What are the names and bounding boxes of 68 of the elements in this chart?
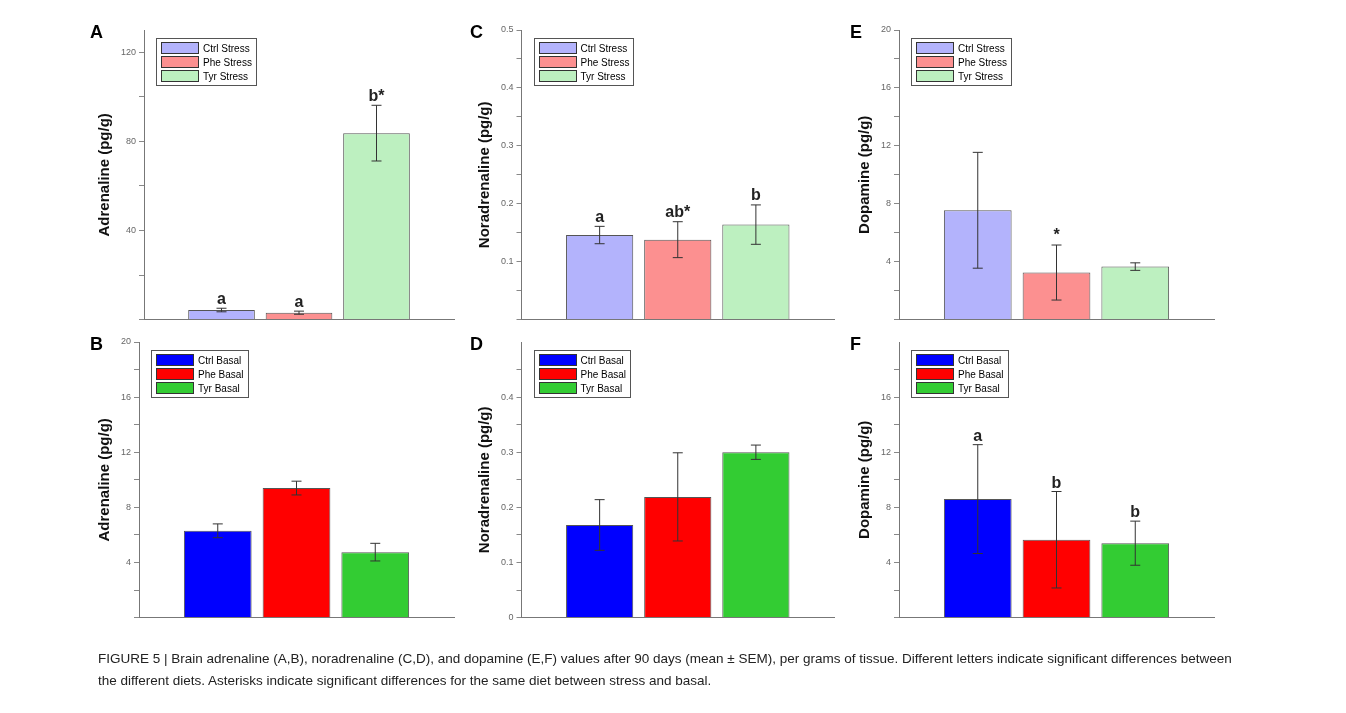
legend-label: Tyr Stress (580, 70, 626, 82)
y-tick-label: 4 (886, 256, 892, 267)
y-tick-label: 16 (881, 82, 892, 93)
y-tick-label: 0.1 (501, 556, 514, 567)
chart-title: D (470, 334, 483, 355)
legend-label: Ctrl Stress (580, 42, 628, 54)
legend-label: Ctrl Basal (198, 354, 242, 366)
annotation: a (217, 289, 227, 307)
annotation: ab* (665, 203, 691, 221)
chart-title: C (470, 22, 483, 43)
y-tick-label: 80 (126, 135, 137, 146)
y-tick-label: 16 (121, 391, 132, 402)
legend-label: Tyr Stress (203, 70, 249, 82)
legend-label: Ctrl Basal (580, 354, 624, 366)
y-tick-label: 20 (881, 24, 892, 35)
y-tick-label: 40 (126, 224, 137, 235)
y-tick-label: 120 (120, 46, 137, 57)
annotation: b* (368, 86, 386, 104)
legend-label: Phe Basal (958, 368, 1004, 380)
legend-label: Tyr Basal (958, 382, 1000, 394)
y-axis-title: Adrenaline (pg/g) (95, 418, 113, 542)
legend-label: Tyr Basal (198, 382, 240, 394)
annotation: a (595, 207, 605, 225)
y-tick-label: 0.2 (501, 198, 514, 209)
y-tick-label: 0.2 (501, 501, 514, 512)
y-tick-label: 8 (886, 198, 892, 209)
y-tick-label: 0.3 (501, 446, 514, 457)
chart-title: B (90, 334, 103, 355)
annotation: b (750, 186, 761, 204)
annotation: * (1053, 226, 1061, 244)
legend-label: Phe Basal (580, 368, 627, 380)
y-tick-label: 4 (886, 556, 892, 567)
legend-label: Tyr Basal (580, 382, 623, 394)
legend-label: Phe Stress (580, 56, 630, 68)
y-tick-label: 8 (886, 501, 892, 512)
chart-title: E (850, 22, 863, 43)
y-tick-label: 0.5 (501, 24, 514, 35)
y-tick-label: 0.1 (501, 256, 514, 267)
y-axis-title: Dopamine (pg/g) (855, 420, 873, 539)
legend-label: Phe Stress (958, 56, 1007, 68)
y-tick-label: 12 (121, 446, 132, 457)
y-tick-label: 8 (126, 501, 132, 512)
y-tick-label: 12 (881, 140, 892, 151)
chart-title: A (90, 22, 103, 43)
legend-label: Ctrl Stress (203, 42, 250, 54)
y-axis-title: Noradrenaline (pg/g) (475, 406, 493, 554)
y-axis-title: Adrenaline (pg/g) (95, 113, 113, 237)
legend-label: Tyr Stress (958, 70, 1004, 82)
y-tick-label: 20 (121, 336, 132, 347)
y-tick-label: 4 (126, 556, 132, 567)
y-tick-label: 12 (881, 446, 892, 457)
legend-label: Ctrl Basal (958, 354, 1002, 366)
legend-label: Phe Basal (198, 368, 244, 380)
caption: FIGURE 5 | Brain adrenaline (A,B), noradrenaline (C,D), and dopamine (E,F) values after 90 days (mean ± SEM), per grams of tissue. Different letters indicate significant differences between the different diets. Asterisks indicate significant differences for the same diet between stress and basal. (98, 650, 1233, 690)
annotation: a (294, 292, 304, 310)
y-tick-label: 0.4 (501, 391, 514, 402)
y-tick-label: 16 (881, 391, 892, 402)
y-axis-title: Dopamine (pg/g) (855, 115, 873, 234)
y-axis-title: Noradrenaline (pg/g) (475, 101, 493, 249)
annotation: b (1051, 473, 1062, 491)
annotation: b (1130, 502, 1141, 520)
legend-label: Ctrl Stress (958, 42, 1005, 54)
y-tick-label: 0.3 (501, 140, 514, 151)
y-tick-label: 0.4 (501, 82, 514, 93)
chart-title: F (850, 334, 861, 355)
legend-label: Phe Stress (203, 56, 252, 68)
annotation: a (973, 426, 983, 444)
y-tick-label: 0 (508, 612, 514, 623)
